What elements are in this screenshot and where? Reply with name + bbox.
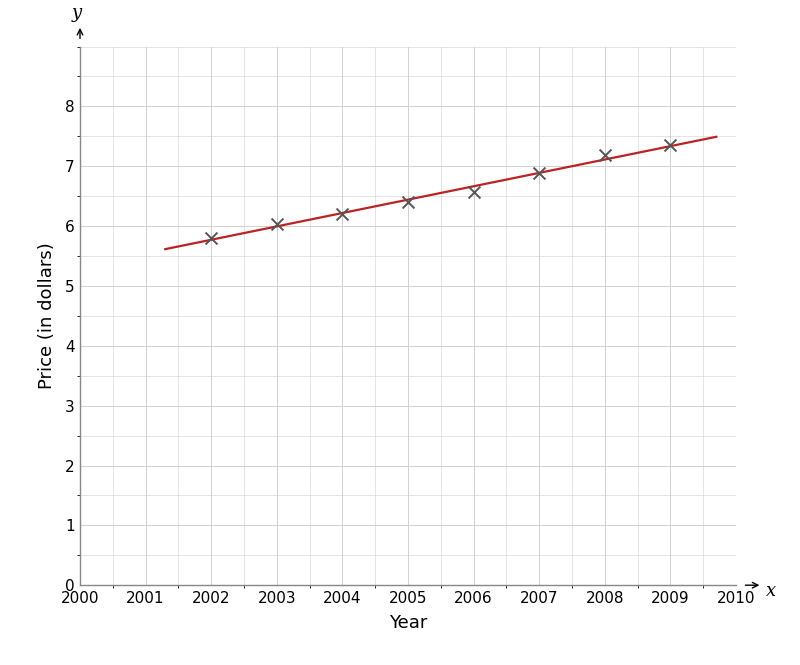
Point xyxy=(402,196,414,207)
Y-axis label: Price (in dollars): Price (in dollars) xyxy=(38,243,56,389)
Point xyxy=(336,208,349,219)
Point xyxy=(533,168,546,179)
Point xyxy=(467,187,480,198)
Point xyxy=(664,140,677,150)
X-axis label: Year: Year xyxy=(389,614,427,632)
Text: x: x xyxy=(766,582,776,600)
Point xyxy=(598,150,611,161)
Point xyxy=(205,233,218,243)
Point xyxy=(270,219,283,229)
Text: y: y xyxy=(72,4,82,23)
